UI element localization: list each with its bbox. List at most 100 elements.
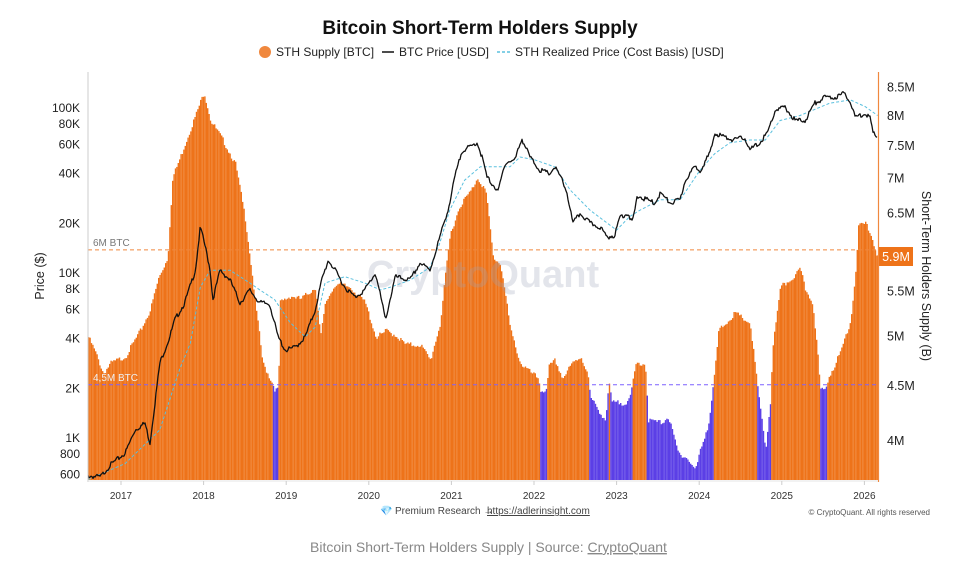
supply-bar: [419, 346, 422, 480]
y-left-tick-label: 60K: [59, 138, 80, 152]
supply-bar: [781, 285, 783, 480]
x-tick-label: 2023: [605, 491, 628, 502]
supply-bar: [802, 275, 804, 480]
supply-bar: [415, 346, 417, 480]
supply-bar: [452, 228, 454, 480]
supply-bar: [209, 120, 212, 480]
supply-bar: [701, 446, 703, 480]
supply-bar: [705, 432, 707, 480]
supply-bar: [800, 271, 802, 480]
supply-bar: [289, 298, 291, 480]
caption-text: Bitcoin Short-Term Holders Supply | Sour…: [310, 539, 588, 555]
supply-bar: [536, 377, 538, 480]
y-right-tick-label: 4.5M: [887, 379, 915, 393]
supply-bar: [362, 299, 364, 480]
supply-bar: [176, 166, 178, 480]
supply-bar: [376, 338, 378, 480]
supply-bar: [538, 383, 541, 480]
supply-bar: [702, 441, 704, 480]
supply-bar: [275, 388, 277, 480]
supply-bar: [331, 291, 333, 480]
supply-bar: [618, 404, 620, 480]
supply-bar: [754, 361, 756, 480]
supply-bar: [571, 363, 573, 480]
supply-bar: [450, 231, 452, 480]
supply-bar: [522, 366, 524, 480]
supply-bar: [870, 235, 872, 480]
supply-bar: [348, 287, 350, 480]
supply-bar: [841, 347, 843, 480]
supply-bar: [257, 320, 259, 480]
supply-bar: [789, 281, 791, 480]
supply-bar: [193, 119, 195, 480]
supply-bar: [187, 137, 189, 480]
legend-realized-label: STH Realized Price (Cost Basis) [USD]: [515, 45, 724, 59]
supply-bar: [748, 323, 751, 480]
supply-bar: [92, 344, 94, 480]
supply-bar: [473, 187, 475, 480]
supply-bar: [278, 365, 280, 480]
supply-bar: [821, 387, 823, 480]
supply-bar: [306, 294, 308, 480]
supply-bar: [810, 300, 812, 480]
supply-bar: [169, 227, 171, 480]
supply-bar: [457, 211, 459, 480]
supply-bar: [779, 288, 781, 480]
supply-bar: [515, 347, 517, 480]
supply-bar: [223, 145, 226, 480]
x-tick-label: 2018: [192, 491, 215, 502]
supply-bar: [440, 315, 443, 480]
supply-bar: [271, 382, 273, 480]
y-left-tick-label: 8K: [65, 282, 80, 296]
y-right-tick-label: 8M: [887, 109, 904, 123]
supply-bar: [625, 404, 627, 480]
supply-bar: [356, 295, 359, 480]
supply-bar: [516, 353, 518, 480]
supply-bar: [632, 378, 634, 480]
supply-bar: [586, 371, 588, 480]
supply-bar: [258, 331, 261, 480]
supply-bar: [405, 343, 408, 480]
supply-bar: [438, 330, 440, 480]
reference-lines: 6M BTC 4,5M BTC: [88, 238, 878, 386]
supply-bar: [302, 295, 304, 480]
supply-bar: [344, 283, 346, 480]
supply-bar: [264, 366, 266, 480]
supply-bar: [509, 324, 511, 480]
supply-bar: [470, 190, 472, 480]
supply-bar: [396, 337, 398, 480]
supply-bar: [390, 333, 392, 480]
supply-bar: [774, 331, 776, 480]
supply-bar: [477, 179, 479, 480]
caption-source-link[interactable]: CryptoQuant: [588, 539, 667, 555]
x-axis-ticks: 2017 2018 2019 2020 2021 2022 2023 2024 2025 2026: [110, 481, 876, 502]
supply-bar: [221, 135, 223, 480]
supply-bar: [403, 341, 405, 480]
supply-bar: [305, 292, 307, 480]
supply-bar: [834, 367, 836, 480]
supply-bar: [753, 348, 755, 480]
y-axis-left-label: Price ($): [33, 252, 47, 299]
supply-bar: [166, 261, 168, 480]
supply-bar: [729, 320, 731, 480]
supply-bar: [268, 378, 270, 480]
supply-bar: [499, 264, 501, 480]
supply-bar: [236, 170, 238, 480]
supply-bar: [233, 160, 235, 480]
supply-bar: [582, 362, 584, 480]
premium-link[interactable]: https://adlerinsight.com: [487, 506, 590, 517]
supply-bar: [503, 287, 506, 480]
supply-bar: [142, 325, 144, 480]
supply-bar: [383, 332, 385, 480]
supply-bar: [845, 334, 847, 480]
supply-bar: [652, 419, 654, 480]
supply-bar: [860, 222, 863, 480]
supply-bar: [265, 372, 268, 480]
supply-bar: [414, 346, 416, 480]
supply-bar: [741, 318, 744, 480]
supply-bar: [579, 358, 581, 480]
supply-bar: [439, 326, 441, 480]
supply-bar: [558, 371, 560, 480]
supply-bar: [849, 323, 851, 480]
supply-bar: [386, 328, 388, 480]
